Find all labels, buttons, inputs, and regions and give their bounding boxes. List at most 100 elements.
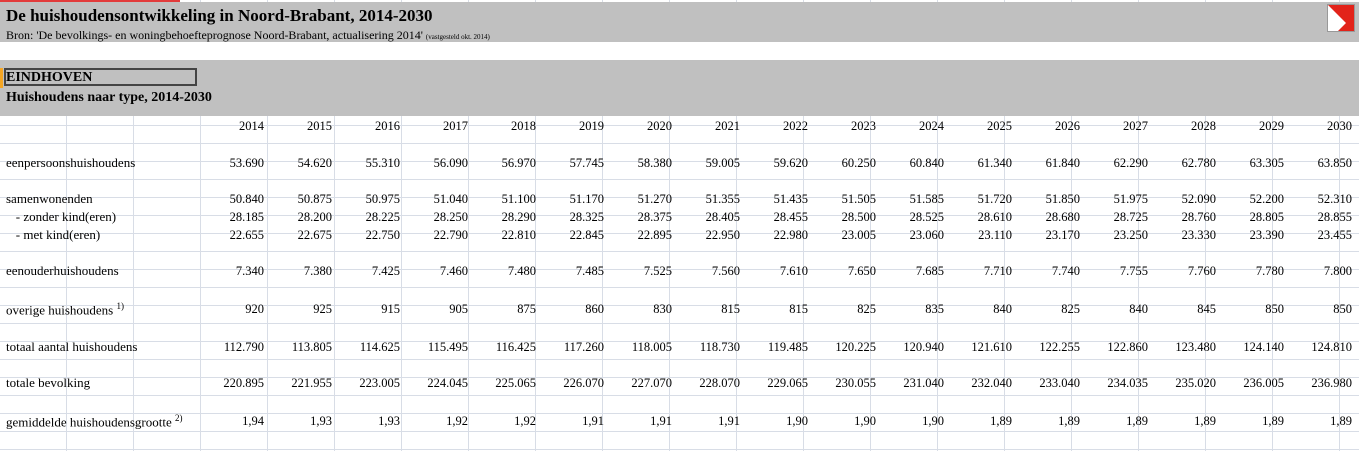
table-cell[interactable]: 58.380: [637, 156, 672, 170]
table-cell[interactable]: 7.760: [1187, 264, 1216, 278]
table-cell[interactable]: 22.655: [229, 228, 264, 242]
table-cell[interactable]: 63.850: [1317, 156, 1352, 170]
page-title[interactable]: De huishoudensontwikkeling in Noord-Brab…: [6, 6, 433, 25]
table-cell[interactable]: 28.375: [637, 210, 672, 224]
table-cell[interactable]: 23.250: [1113, 228, 1148, 242]
table-cell[interactable]: 1,93: [310, 414, 332, 428]
table-cell[interactable]: 28.725: [1113, 210, 1148, 224]
row-label[interactable]: overige huishoudens 1): [6, 301, 124, 318]
table-cell[interactable]: 51.435: [773, 192, 808, 206]
year-header-2024[interactable]: 2024: [919, 119, 944, 133]
table-cell[interactable]: 7.560: [711, 264, 740, 278]
table-cell[interactable]: 1,92: [446, 414, 468, 428]
table-cell[interactable]: 1,90: [854, 414, 876, 428]
table-cell[interactable]: 7.525: [643, 264, 672, 278]
table-cell[interactable]: 51.720: [977, 192, 1012, 206]
table-cell[interactable]: 51.585: [909, 192, 944, 206]
table-cell[interactable]: 120.225: [835, 340, 876, 354]
table-cell[interactable]: 1,91: [718, 414, 740, 428]
table-cell[interactable]: 223.005: [359, 376, 400, 390]
table-cell[interactable]: 1,89: [1058, 414, 1080, 428]
table-cell[interactable]: 840: [993, 302, 1012, 316]
table-cell[interactable]: 52.310: [1317, 192, 1352, 206]
year-header-2029[interactable]: 2029: [1259, 119, 1284, 133]
table-cell[interactable]: 232.040: [971, 376, 1012, 390]
table-cell[interactable]: 122.255: [1039, 340, 1080, 354]
table-cell[interactable]: 61.340: [977, 156, 1012, 170]
table-cell[interactable]: 51.170: [569, 192, 604, 206]
table-cell[interactable]: 7.780: [1255, 264, 1284, 278]
table-cell[interactable]: 116.425: [495, 340, 536, 354]
table-cell[interactable]: 825: [1061, 302, 1080, 316]
table-cell[interactable]: 56.970: [501, 156, 536, 170]
table-cell[interactable]: 7.460: [439, 264, 468, 278]
table-cell[interactable]: 224.045: [427, 376, 468, 390]
table-cell[interactable]: 28.525: [909, 210, 944, 224]
table-cell[interactable]: 124.140: [1243, 340, 1284, 354]
table-cell[interactable]: 28.855: [1317, 210, 1352, 224]
table-cell[interactable]: 7.485: [575, 264, 604, 278]
table-cell[interactable]: 228.070: [699, 376, 740, 390]
table-cell[interactable]: 23.170: [1045, 228, 1080, 242]
table-cell[interactable]: 830: [653, 302, 672, 316]
table-cell[interactable]: 22.980: [773, 228, 808, 242]
table-cell[interactable]: 114.625: [359, 340, 400, 354]
table-cell[interactable]: 1,89: [1330, 414, 1352, 428]
table-cell[interactable]: 7.755: [1119, 264, 1148, 278]
table-cell[interactable]: 1,91: [650, 414, 672, 428]
table-cell[interactable]: 234.035: [1107, 376, 1148, 390]
table-cell[interactable]: 236.005: [1243, 376, 1284, 390]
table-cell[interactable]: 122.860: [1107, 340, 1148, 354]
table-cell[interactable]: 28.610: [977, 210, 1012, 224]
year-header-2022[interactable]: 2022: [783, 119, 808, 133]
table-cell[interactable]: 28.405: [705, 210, 740, 224]
table-cell[interactable]: 120.940: [903, 340, 944, 354]
table-cell[interactable]: 1,94: [242, 414, 264, 428]
row-label[interactable]: eenouderhuishoudens: [6, 263, 119, 279]
table-cell[interactable]: 112.790: [223, 340, 264, 354]
row-label[interactable]: totaal aantal huishoudens: [6, 339, 137, 355]
table-cell[interactable]: 60.840: [909, 156, 944, 170]
year-header-2019[interactable]: 2019: [579, 119, 604, 133]
section-subtitle[interactable]: Huishoudens naar type, 2014-2030: [6, 90, 212, 105]
table-cell[interactable]: 53.690: [229, 156, 264, 170]
table-cell[interactable]: 1,89: [1194, 414, 1216, 428]
table-cell[interactable]: 850: [1333, 302, 1352, 316]
table-cell[interactable]: 22.845: [569, 228, 604, 242]
year-header-2015[interactable]: 2015: [307, 119, 332, 133]
table-cell[interactable]: 51.355: [705, 192, 740, 206]
table-cell[interactable]: 227.070: [631, 376, 672, 390]
table-cell[interactable]: 22.895: [637, 228, 672, 242]
table-cell[interactable]: 7.650: [847, 264, 876, 278]
table-cell[interactable]: 121.610: [971, 340, 1012, 354]
table-cell[interactable]: 231.040: [903, 376, 944, 390]
table-cell[interactable]: 815: [721, 302, 740, 316]
table-cell[interactable]: 22.675: [297, 228, 332, 242]
table-cell[interactable]: 50.840: [229, 192, 264, 206]
selected-cell[interactable]: [4, 68, 197, 86]
table-cell[interactable]: 845: [1197, 302, 1216, 316]
table-cell[interactable]: 1,89: [1262, 414, 1284, 428]
row-label[interactable]: - met kind(eren): [6, 227, 100, 243]
table-cell[interactable]: 7.380: [303, 264, 332, 278]
table-cell[interactable]: 23.390: [1249, 228, 1284, 242]
table-cell[interactable]: 925: [313, 302, 332, 316]
year-header-2017[interactable]: 2017: [443, 119, 468, 133]
table-cell[interactable]: 920: [245, 302, 264, 316]
table-cell[interactable]: 52.200: [1249, 192, 1284, 206]
table-cell[interactable]: 113.805: [291, 340, 332, 354]
table-cell[interactable]: 1,93: [378, 414, 400, 428]
table-cell[interactable]: 860: [585, 302, 604, 316]
table-cell[interactable]: 59.620: [773, 156, 808, 170]
table-cell[interactable]: 7.340: [235, 264, 264, 278]
year-header-2014[interactable]: 2014: [239, 119, 264, 133]
table-cell[interactable]: 28.805: [1249, 210, 1284, 224]
table-cell[interactable]: 7.800: [1323, 264, 1352, 278]
table-cell[interactable]: 1,89: [990, 414, 1012, 428]
table-cell[interactable]: 119.485: [767, 340, 808, 354]
table-cell[interactable]: 236.980: [1311, 376, 1352, 390]
table-cell[interactable]: 875: [517, 302, 536, 316]
table-cell[interactable]: 7.710: [983, 264, 1012, 278]
table-cell[interactable]: 23.330: [1181, 228, 1216, 242]
table-cell[interactable]: 51.270: [637, 192, 672, 206]
